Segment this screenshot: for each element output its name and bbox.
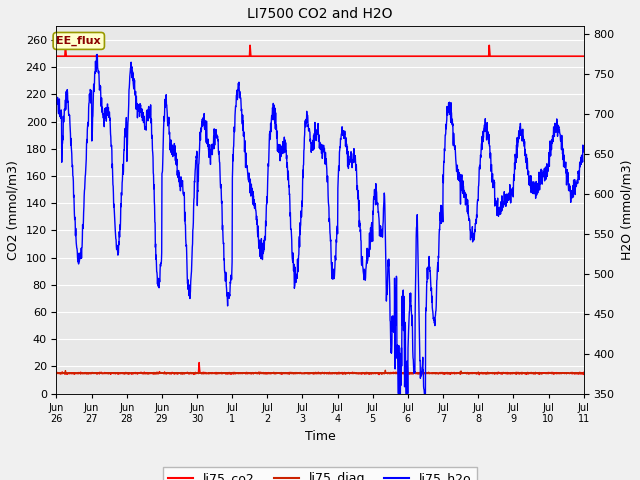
Text: EE_flux: EE_flux bbox=[56, 36, 101, 46]
Y-axis label: H2O (mmol/m3): H2O (mmol/m3) bbox=[620, 160, 633, 260]
Legend: li75_co2, li75_diag, li75_h2o: li75_co2, li75_diag, li75_h2o bbox=[163, 467, 477, 480]
Y-axis label: CO2 (mmol/m3): CO2 (mmol/m3) bbox=[7, 160, 20, 260]
X-axis label: Time: Time bbox=[305, 430, 335, 443]
Title: LI7500 CO2 and H2O: LI7500 CO2 and H2O bbox=[247, 7, 393, 21]
